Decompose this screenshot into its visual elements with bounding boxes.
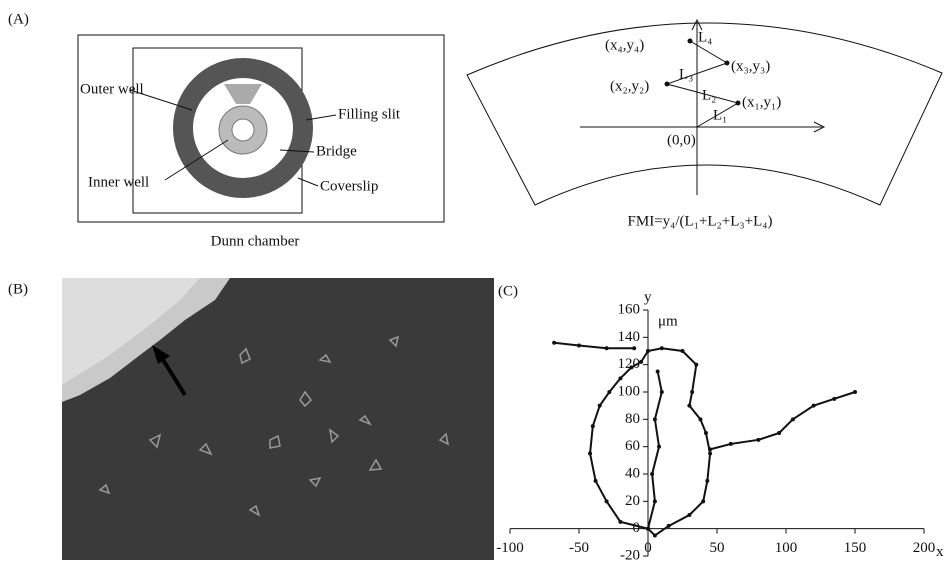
figure: (A) Outer well Filling slit Bridge Inner… xyxy=(0,0,944,562)
track-point xyxy=(756,438,760,442)
x-tick-label: 200 xyxy=(913,540,936,556)
track-point xyxy=(605,499,609,503)
x-tick-label: 150 xyxy=(844,540,867,556)
track-point xyxy=(660,346,664,350)
track-point xyxy=(657,445,661,449)
track-point xyxy=(791,417,795,421)
track-point xyxy=(690,390,694,394)
track-point xyxy=(588,452,592,456)
y-tick-label: 140 xyxy=(618,329,641,345)
track-point xyxy=(650,472,654,476)
track-point xyxy=(577,344,581,348)
track-point xyxy=(646,349,650,353)
track-point xyxy=(629,365,633,369)
trajectory xyxy=(648,372,662,529)
track-point xyxy=(552,341,556,345)
track-point xyxy=(681,349,685,353)
trajectory xyxy=(710,392,855,449)
point-label: (x₁,y₁) xyxy=(742,94,781,110)
y-tick-label: 0 xyxy=(633,520,641,536)
y-tick-label: 80 xyxy=(625,411,640,427)
track-point xyxy=(656,370,660,374)
x-tick-label: -50 xyxy=(569,540,589,556)
track-point xyxy=(618,376,622,380)
formula: FMI=y₄/(L₁+L₂+L₃+L₄) xyxy=(628,213,773,229)
track-point xyxy=(639,360,643,364)
panel-label: (A) xyxy=(8,11,29,27)
sector xyxy=(467,23,942,205)
x-axis-label: x xyxy=(936,544,944,560)
point-label: (x₄,y₄) xyxy=(605,37,644,53)
track-point xyxy=(653,534,657,538)
y-tick-label: 20 xyxy=(625,493,640,509)
track-point xyxy=(591,424,595,428)
segment-label: L₄ xyxy=(698,29,712,45)
track-point xyxy=(701,499,705,503)
track-point xyxy=(598,404,602,408)
track-point xyxy=(708,452,712,456)
track-point xyxy=(618,520,622,524)
inner-well xyxy=(232,119,254,141)
x-tick-label: 50 xyxy=(710,540,725,556)
y-tick-label: 100 xyxy=(618,383,641,399)
panel-label: (B) xyxy=(8,281,28,297)
label: Outer well xyxy=(80,81,144,97)
track-point xyxy=(667,524,671,528)
point-label: (x₂,y₂) xyxy=(610,78,649,94)
filling-slit xyxy=(224,84,262,104)
track-point xyxy=(705,479,709,483)
panel-label: (C) xyxy=(498,283,518,299)
leader xyxy=(298,178,318,186)
trajectory xyxy=(590,348,710,535)
track-point xyxy=(694,363,698,367)
track-point xyxy=(607,390,611,394)
track-point xyxy=(704,431,708,435)
track-point xyxy=(832,397,836,401)
y-axis-label: y xyxy=(644,289,652,305)
x-tick-label: -100 xyxy=(496,540,524,556)
segment-label: L₃ xyxy=(679,66,693,82)
y-tick-label: 40 xyxy=(625,465,640,481)
label: Inner well xyxy=(88,174,149,190)
point-label: (x₃,y₃) xyxy=(731,58,770,74)
track-point xyxy=(853,390,857,394)
track-point xyxy=(653,499,657,503)
track-point xyxy=(777,431,781,435)
segment-label: L₁ xyxy=(713,107,727,123)
track-point xyxy=(687,404,691,408)
label: Coverslip xyxy=(320,178,378,194)
track-point xyxy=(632,346,636,350)
track-point xyxy=(812,404,816,408)
y-tick-label: -20 xyxy=(620,547,640,562)
x-tick-label: 0 xyxy=(644,540,652,556)
y-tick-label: 60 xyxy=(625,438,640,454)
track-point xyxy=(660,390,664,394)
unit-label: μm xyxy=(658,313,678,329)
track-point xyxy=(687,513,691,517)
y-tick-label: 160 xyxy=(618,301,641,317)
caption: Dunn chamber xyxy=(211,233,300,249)
track-point xyxy=(605,346,609,350)
track-point xyxy=(708,447,712,451)
track-point xyxy=(646,527,650,531)
track-point xyxy=(653,417,657,421)
segment-label: L₂ xyxy=(702,87,716,103)
track-point xyxy=(729,442,733,446)
label: Filling slit xyxy=(338,106,401,122)
label: Bridge xyxy=(316,143,357,159)
origin-label: (0,0) xyxy=(667,132,696,148)
x-tick-label: 100 xyxy=(775,540,798,556)
track-point xyxy=(698,417,702,421)
track-point xyxy=(594,479,598,483)
